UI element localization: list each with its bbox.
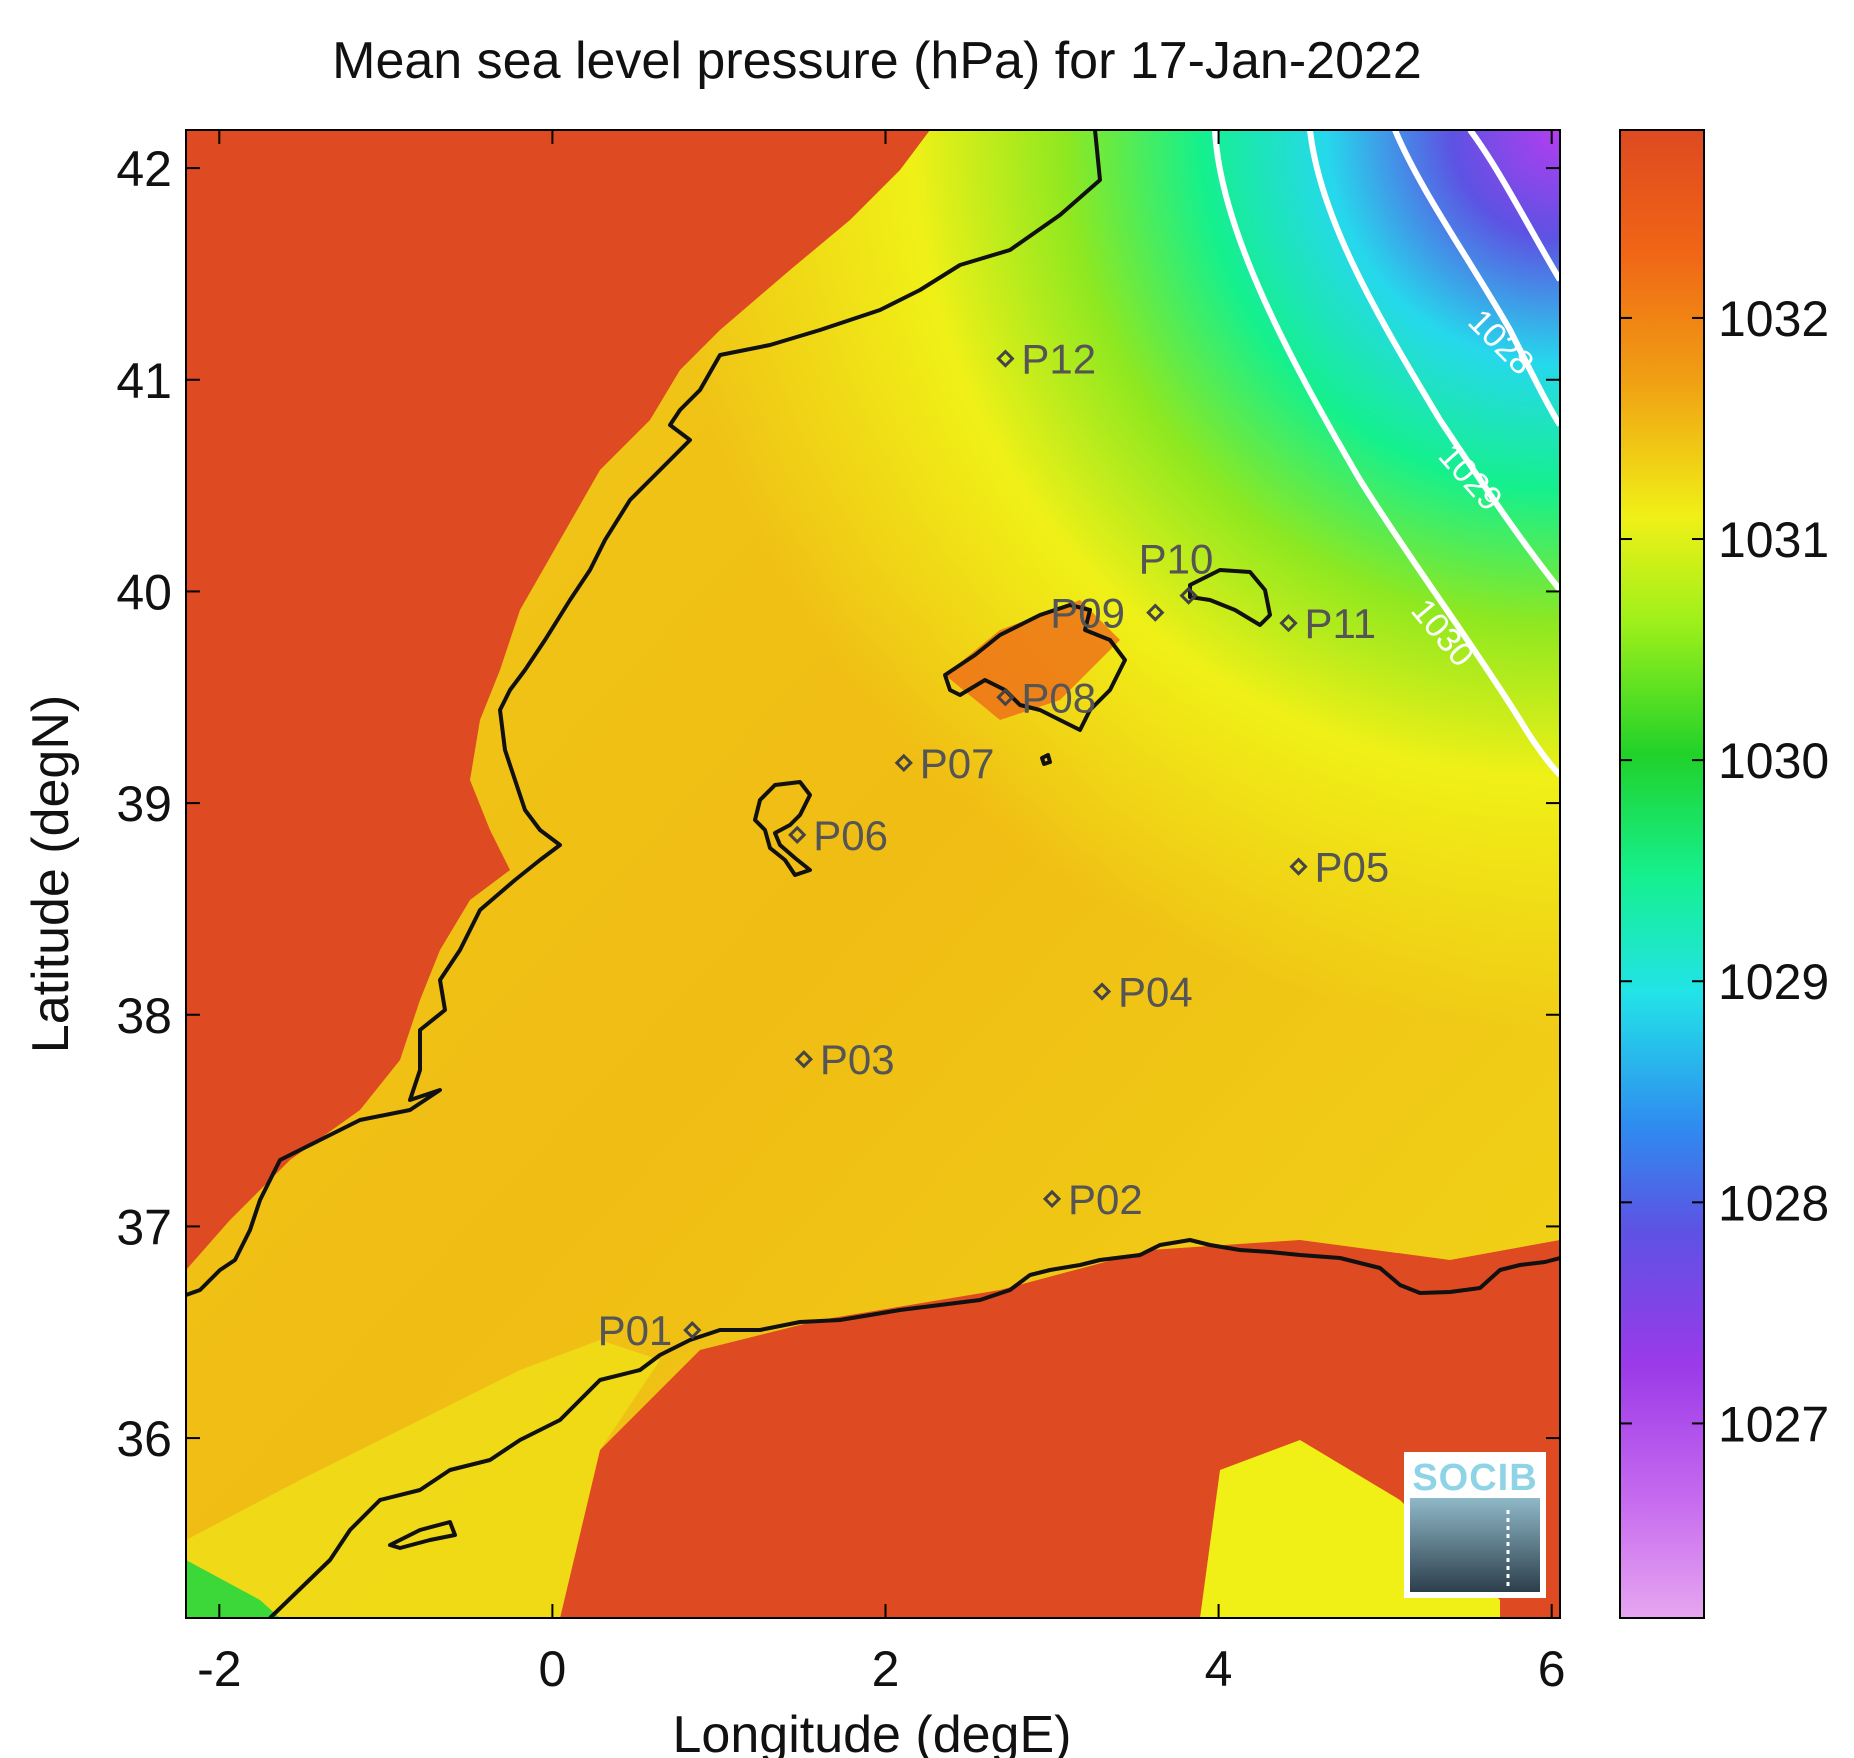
colorbar-gradient: [1619, 129, 1705, 1619]
x-axis-ticks: -2 0 2 4 6: [197, 130, 1566, 1697]
station-marker: [1146, 603, 1165, 622]
logo-text: SOCIB: [1412, 1457, 1537, 1499]
africa-yellow-band: [186, 1340, 660, 1618]
y-axis-ticks: 36 37 38 39 40 41 42: [116, 141, 1560, 1467]
station-label: P09: [1050, 590, 1125, 637]
mallorca-land: [945, 600, 1120, 720]
x-tick-label: 6: [1538, 1641, 1566, 1697]
x-tick-label: -2: [197, 1641, 241, 1697]
station-marker: [788, 825, 807, 844]
colorbar-tick-label: 1029: [1718, 954, 1829, 1010]
colorbar-tick-label: 1030: [1718, 733, 1829, 789]
y-tick-label: 41: [116, 353, 172, 409]
station-marker: [1289, 857, 1308, 876]
station-label: P08: [1021, 674, 1096, 721]
africa-green-corner: [186, 1560, 280, 1618]
station-marker: [894, 753, 913, 772]
colorbar-tick-label: 1027: [1718, 1396, 1829, 1452]
isobar-1027: [1467, 130, 1560, 282]
map-title: Mean sea level pressure (hPa) for 17-Jan…: [332, 32, 1422, 90]
station-label: P07: [920, 740, 995, 787]
station-marker: [996, 349, 1015, 368]
y-tick-label: 39: [116, 776, 172, 832]
station-label: P04: [1118, 968, 1193, 1015]
y-tick-label: 36: [116, 1411, 172, 1467]
menorca-coastline: [1188, 568, 1272, 627]
ibiza-coastline: [753, 780, 812, 877]
station-label: P12: [1021, 336, 1096, 383]
isobar-1030: [1212, 130, 1560, 778]
y-tick-label: 37: [116, 1199, 172, 1255]
x-axis-label: Longitude (degE): [673, 1706, 1072, 1758]
station-label: P03: [820, 1036, 895, 1083]
colorbar: 1027 1028 1029 1030 1031 1032: [1619, 129, 1829, 1619]
station-label: P02: [1068, 1176, 1143, 1223]
station-marker: [1279, 614, 1298, 633]
y-tick-label: 38: [116, 988, 172, 1044]
y-axis-label: Latitude (degN): [22, 695, 80, 1053]
station-marker: [1092, 982, 1112, 1001]
cabrera-island: [1040, 753, 1052, 766]
x-tick-label: 2: [872, 1641, 900, 1697]
map-panel: [186, 130, 1560, 1618]
station-label: P05: [1315, 844, 1390, 891]
colorbar-tick-label: 1028: [1718, 1175, 1829, 1231]
station-marker: [1179, 586, 1198, 605]
station-marker: [996, 688, 1015, 707]
iberia-coastline: [186, 130, 1102, 1297]
station-label: P10: [1139, 536, 1214, 583]
iberia-land: [186, 130, 930, 1270]
alboran-island: [388, 1520, 457, 1550]
y-tick-label: 40: [116, 564, 172, 620]
station-points: P01 P02 P03 P04 P05 P06 P07 P08 P09 P10 P11 P12: [598, 336, 1390, 1355]
x-tick-label: 4: [1205, 1641, 1233, 1697]
africa-coastline: [268, 1238, 1560, 1618]
colorbar-tick-label: 1031: [1718, 512, 1829, 568]
logo-image: [1410, 1498, 1540, 1592]
isobar-1028: [1392, 130, 1560, 427]
isobars: [1212, 130, 1560, 778]
y-tick-label: 42: [116, 141, 172, 197]
station-marker: [794, 1050, 814, 1069]
mallorca-coastline: [943, 603, 1127, 732]
station-marker: [1042, 1189, 1062, 1209]
colorbar-ticks: 1027 1028 1029 1030 1031 1032: [1620, 291, 1829, 1452]
station-label: P11: [1305, 600, 1377, 647]
coastlines: [186, 130, 1560, 1618]
station-label: P06: [813, 812, 888, 859]
socib-logo: SOCIB: [1404, 1452, 1546, 1598]
colorbar-tick-label: 1032: [1718, 291, 1829, 347]
station-label: P01: [598, 1307, 673, 1354]
station-marker: [683, 1321, 702, 1340]
map-frame: [185, 129, 1561, 1619]
x-tick-label: 0: [538, 1641, 566, 1697]
isobar-1029: [1307, 130, 1560, 592]
